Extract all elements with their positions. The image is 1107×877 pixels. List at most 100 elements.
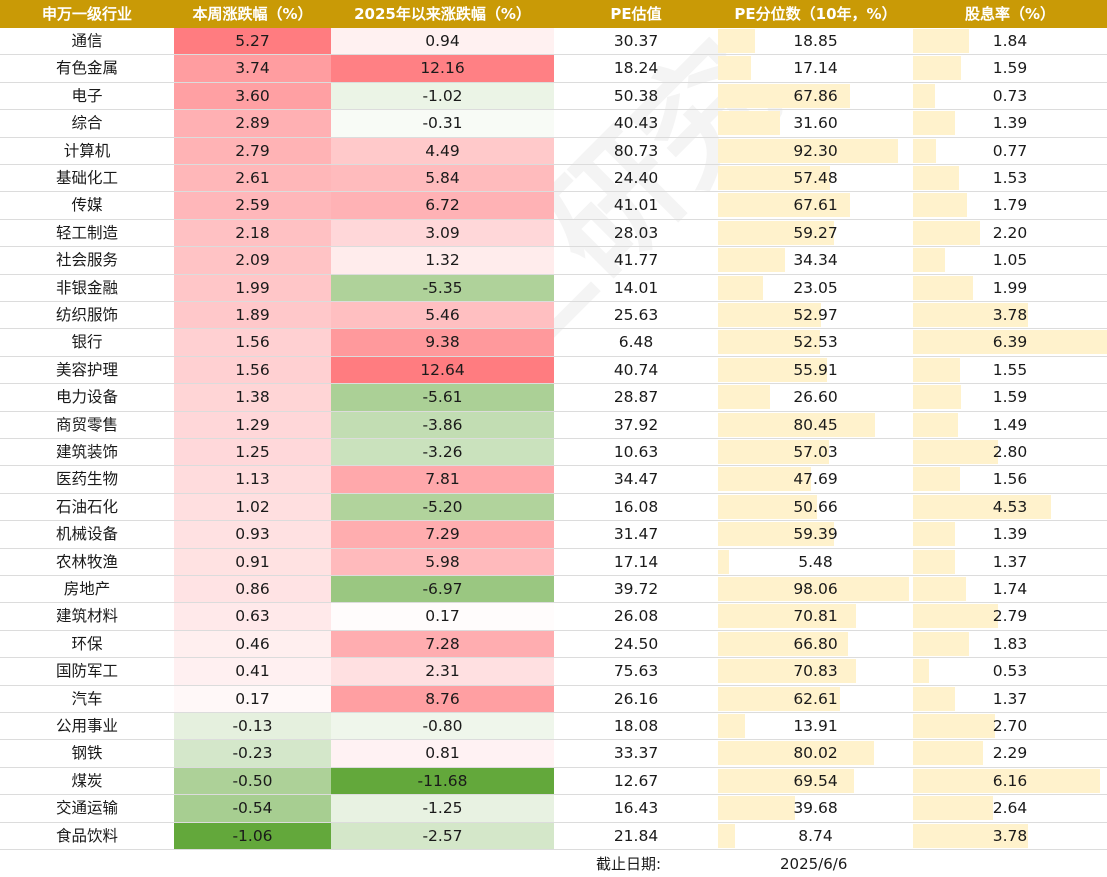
pe-cell: 40.74 xyxy=(613,360,659,379)
table-row: 建筑装饰 1.25 -3.26 10.63 57.03 2.80 xyxy=(0,439,1107,467)
dividend-bar xyxy=(913,166,960,190)
dividend-value: 1.39 xyxy=(992,114,1028,133)
header-industry: 申万一级行业 xyxy=(0,0,174,28)
weekly-change-cell: 1.02 xyxy=(174,493,331,521)
dividend-bar xyxy=(913,412,959,437)
pe-percentile-cell: 67.61 xyxy=(718,192,913,218)
pe-percentile-cell: 39.68 xyxy=(718,795,913,821)
dividend-value: 2.64 xyxy=(992,799,1028,818)
industry-name: 房地产 xyxy=(63,580,111,598)
dividend-bar xyxy=(913,604,998,629)
pe-percentile-bar xyxy=(718,330,821,355)
industry-name: 计算机 xyxy=(63,141,111,160)
pe-percentile-cell: 67.86 xyxy=(718,83,913,109)
dividend-cell: 1.05 xyxy=(913,247,1107,273)
pe-percentile-cell: 80.45 xyxy=(718,412,913,438)
pe-percentile-value: 92.30 xyxy=(793,141,838,160)
ytd-change-cell: 1.32 xyxy=(331,247,554,274)
dividend-cell: 6.16 xyxy=(913,768,1107,794)
pe-percentile-cell: 80.02 xyxy=(718,740,913,766)
weekly-change-cell: 1.99 xyxy=(174,274,331,301)
pe-percentile-value: 31.60 xyxy=(793,114,838,133)
dividend-bar xyxy=(913,83,936,108)
pe-cell: 16.43 xyxy=(613,799,659,818)
dividend-cell: 4.53 xyxy=(913,494,1107,520)
dividend-bar xyxy=(913,357,961,382)
pe-percentile-bar xyxy=(718,741,875,766)
dividend-cell: 0.77 xyxy=(913,138,1107,164)
pe-cell: 75.63 xyxy=(613,662,659,681)
industry-name: 建筑材料 xyxy=(55,607,118,626)
ytd-change-cell: -5.35 xyxy=(331,274,554,301)
table-row: 建筑材料 0.63 0.17 26.08 70.81 2.79 xyxy=(0,603,1107,631)
pe-cell: 17.14 xyxy=(613,552,659,571)
pe-percentile-value: 50.66 xyxy=(793,497,838,516)
pe-percentile-bar xyxy=(718,768,854,793)
industry-name: 美容护理 xyxy=(55,360,118,379)
pe-cell: 14.01 xyxy=(613,278,659,297)
ytd-change-cell: 7.81 xyxy=(331,466,554,493)
dividend-value: 0.73 xyxy=(992,86,1028,105)
table-row: 美容护理 1.56 12.64 40.74 55.91 1.55 xyxy=(0,356,1107,385)
dividend-bar xyxy=(913,549,955,574)
pe-percentile-value: 80.45 xyxy=(793,415,838,434)
industry-name: 轻工制造 xyxy=(55,223,118,242)
weekly-change-cell: 1.13 xyxy=(174,466,331,493)
industry-name: 综合 xyxy=(71,114,103,133)
pe-percentile-cell: 52.97 xyxy=(718,302,913,328)
dividend-value: 2.29 xyxy=(992,744,1028,763)
dividend-value: 0.77 xyxy=(992,141,1028,160)
dividend-cell: 2.29 xyxy=(913,740,1107,766)
pe-cell: 28.87 xyxy=(613,388,659,407)
pe-cell: 16.08 xyxy=(613,497,659,516)
dividend-bar xyxy=(913,796,994,821)
dividend-cell: 3.78 xyxy=(913,302,1107,328)
ytd-change-cell: 0.94 xyxy=(331,28,554,55)
table-row: 有色金属 3.74 12.16 18.24 17.14 1.59 xyxy=(0,55,1107,83)
table-row: 医药生物 1.13 7.81 34.47 47.69 1.56 xyxy=(0,466,1107,494)
pe-percentile-value: 34.34 xyxy=(793,251,838,270)
weekly-change-cell: 1.89 xyxy=(174,302,331,329)
pe-percentile-bar xyxy=(718,357,828,382)
dividend-cell: 1.99 xyxy=(913,275,1107,301)
pe-percentile-cell: 55.91 xyxy=(718,357,913,383)
table-row: 纺织服饰 1.89 5.46 25.63 52.97 3.78 xyxy=(0,302,1107,330)
dividend-cell: 2.70 xyxy=(913,713,1107,739)
pe-percentile-value: 69.54 xyxy=(793,771,838,790)
dividend-bar xyxy=(913,275,974,300)
weekly-change-cell: 0.41 xyxy=(174,658,331,685)
ytd-change-cell: -5.20 xyxy=(331,493,554,521)
pe-percentile-bar xyxy=(718,29,755,53)
table-row: 综合 2.89 -0.31 40.43 31.60 1.39 xyxy=(0,110,1107,138)
dividend-value: 1.74 xyxy=(992,580,1028,598)
table-row: 农林牧渔 0.91 5.98 17.14 5.48 1.37 xyxy=(0,548,1107,576)
footer-date: 2025/6/6 xyxy=(780,855,848,873)
dividend-value: 2.80 xyxy=(992,443,1028,461)
table-row: 基础化工 2.61 5.84 24.40 57.48 1.53 xyxy=(0,165,1107,193)
header-dividend: 股息率（%） xyxy=(913,0,1107,28)
dividend-cell: 1.39 xyxy=(913,110,1107,136)
dividend-bar xyxy=(913,111,956,136)
dividend-bar xyxy=(913,303,1028,327)
dividend-value: 4.53 xyxy=(992,497,1028,516)
industry-name: 医药生物 xyxy=(55,470,118,489)
dividend-cell: 1.37 xyxy=(913,549,1107,575)
weekly-change-cell: 0.93 xyxy=(174,521,331,548)
industry-name: 纺织服饰 xyxy=(55,306,118,324)
table-row: 煤炭 -0.50 -11.68 12.67 69.54 6.16 xyxy=(0,767,1107,796)
industry-name: 传媒 xyxy=(71,196,103,215)
dividend-cell: 3.78 xyxy=(913,823,1107,849)
pe-percentile-value: 80.02 xyxy=(793,744,838,763)
dividend-bar xyxy=(913,741,983,766)
dividend-value: 2.70 xyxy=(992,717,1028,735)
pe-cell: 24.50 xyxy=(613,634,659,653)
pe-cell: 34.47 xyxy=(613,470,659,489)
dividend-value: 6.16 xyxy=(992,771,1028,790)
pe-percentile-value: 39.68 xyxy=(793,799,838,818)
ytd-change-cell: -3.26 xyxy=(331,439,554,466)
ytd-change-cell: -1.25 xyxy=(331,795,554,822)
table-row: 机械设备 0.93 7.29 31.47 59.39 1.39 xyxy=(0,521,1107,549)
header-pe: PE估值 xyxy=(554,0,718,28)
pe-cell: 26.16 xyxy=(613,689,659,708)
dividend-value: 1.05 xyxy=(992,251,1028,270)
